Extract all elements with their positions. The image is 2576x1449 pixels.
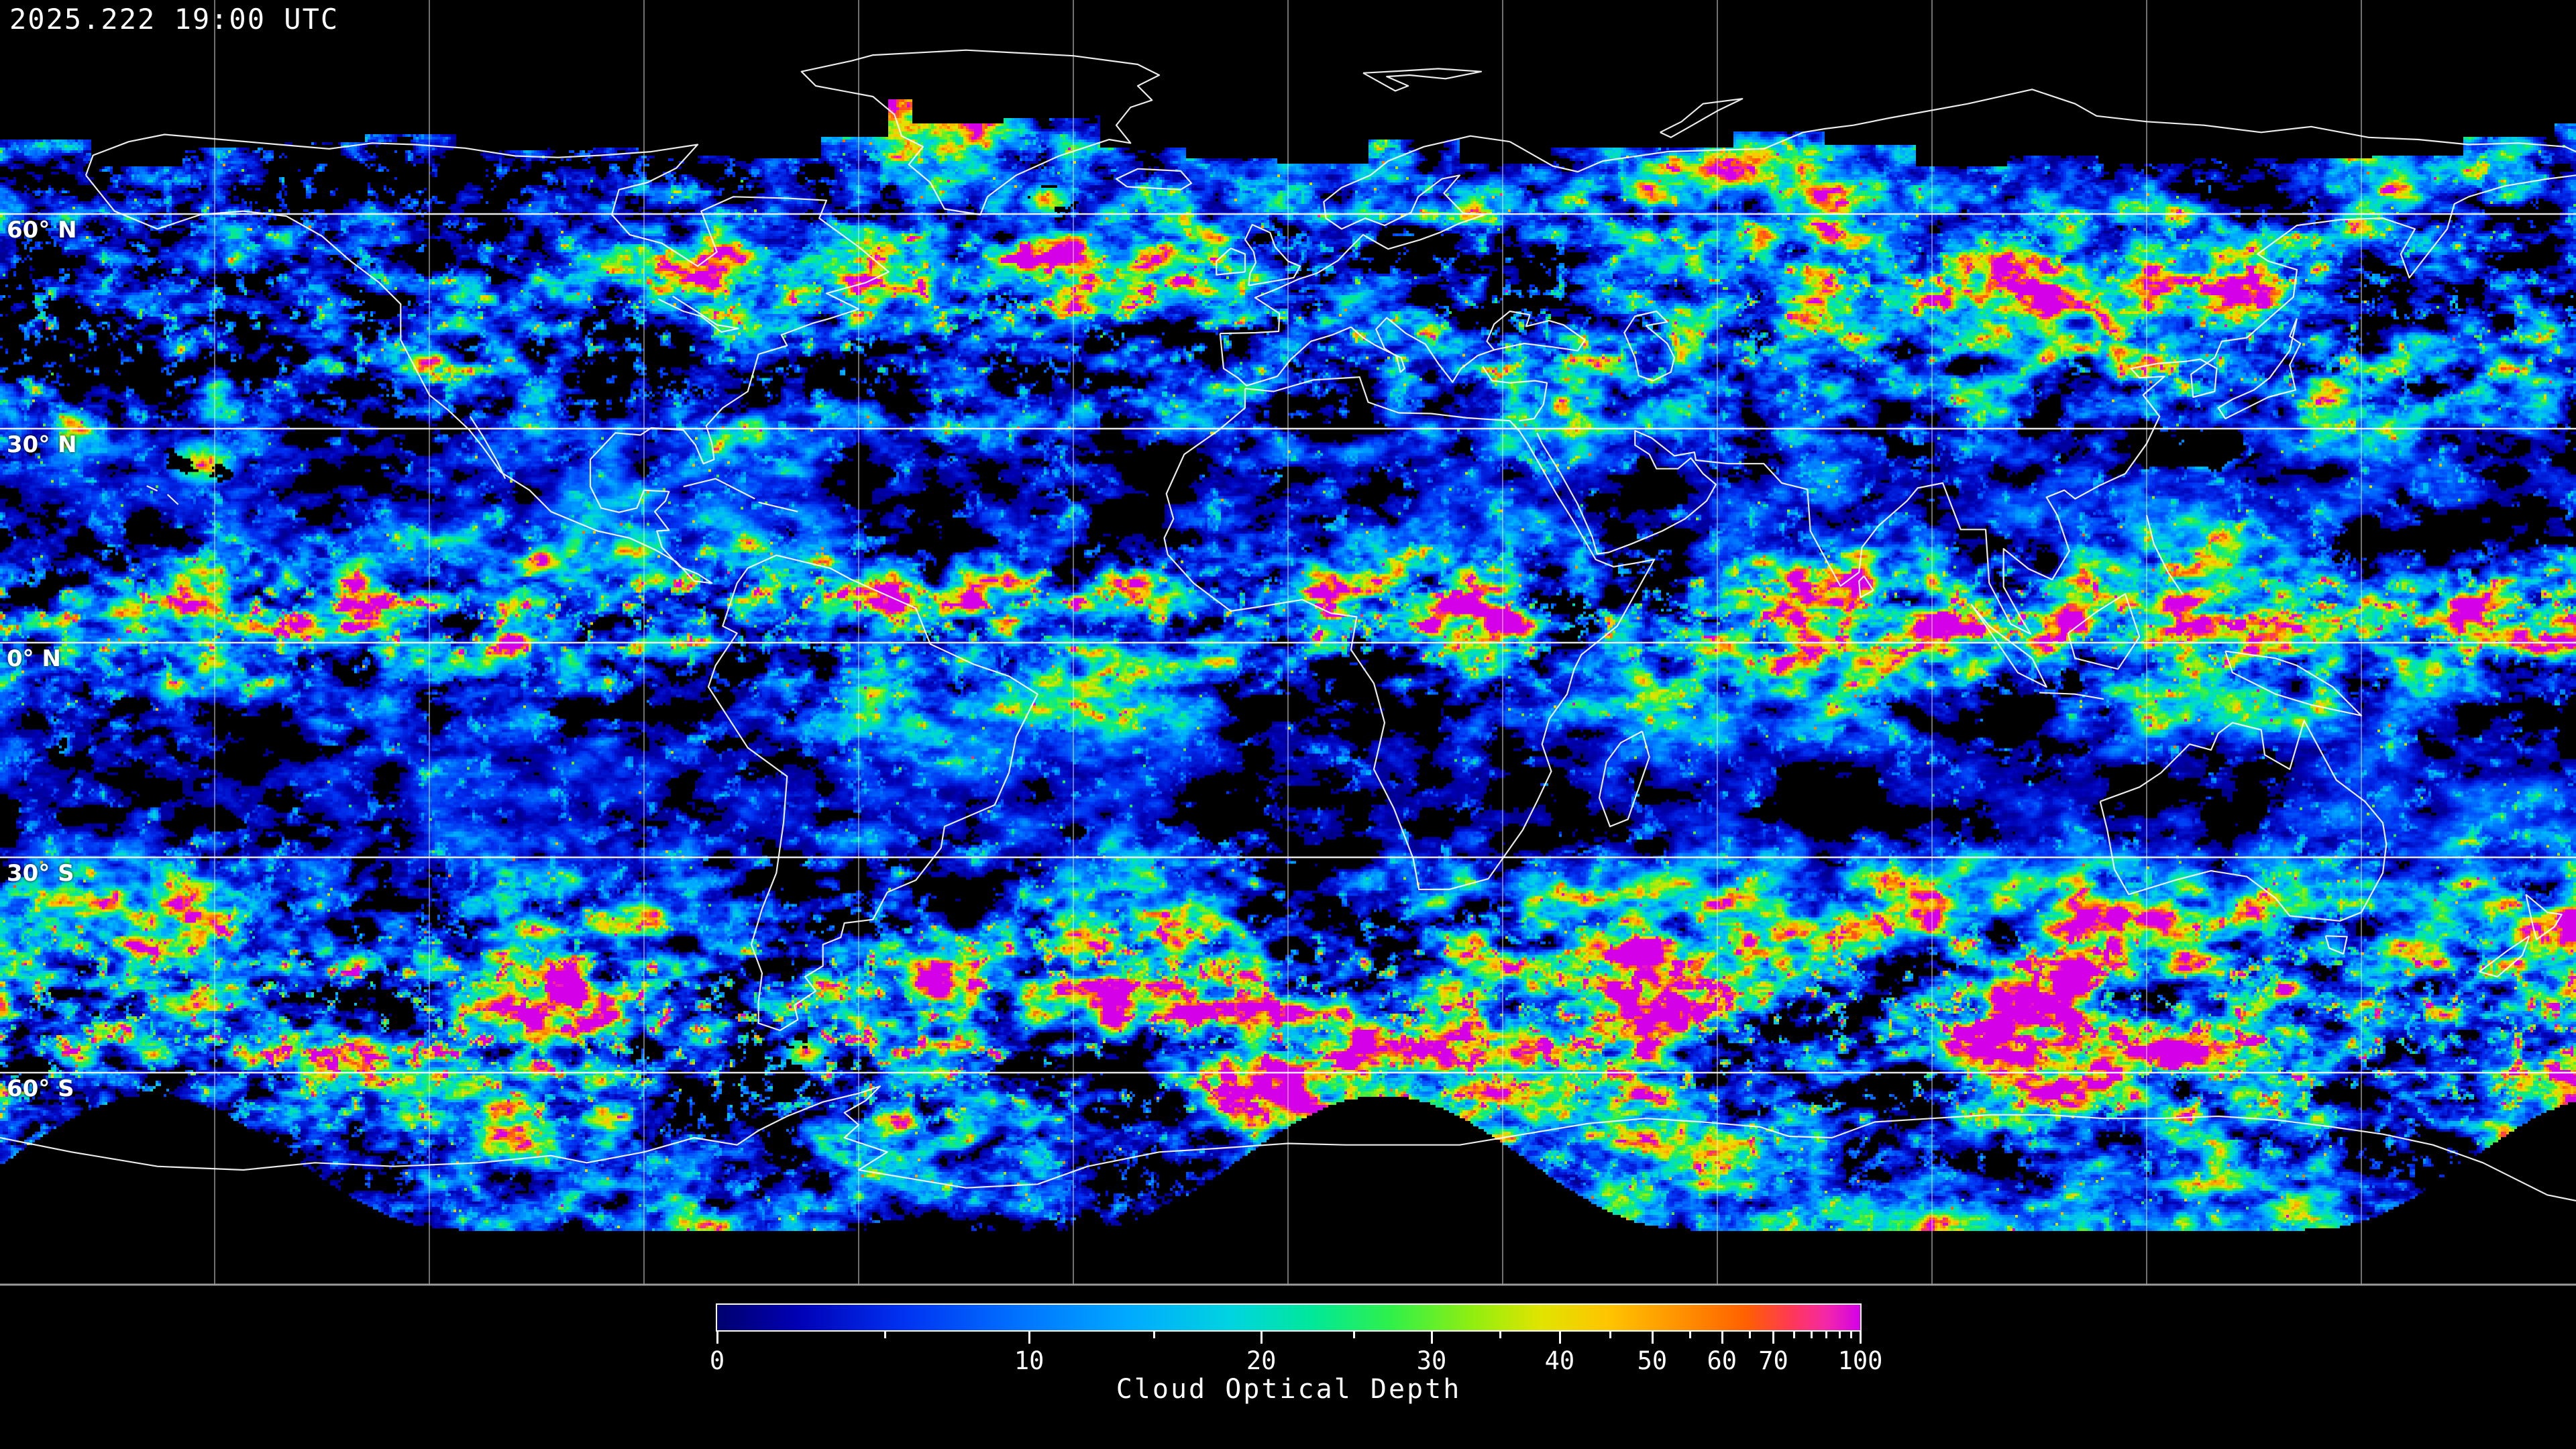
graticule-gridlines: [0, 0, 2576, 1286]
coastline-path: [1598, 731, 1650, 828]
colorbar-tick-label: 20: [1246, 1346, 1277, 1375]
coastline-path: [1623, 310, 1676, 382]
colorbar-tick-label: 0: [709, 1346, 725, 1375]
colorbar-minor-tick: [1748, 1330, 1751, 1338]
colorbar-minor-tick: [1810, 1330, 1813, 1338]
coastline-path: [146, 485, 158, 492]
coastline-path: [1350, 317, 1495, 383]
colorbar-major-tick: [1721, 1330, 1723, 1344]
latitude-label: 0° N: [7, 645, 61, 672]
colorbar-minor-tick: [1499, 1330, 1502, 1338]
coastline-path: [758, 501, 798, 513]
coastline-path: [1163, 376, 1656, 891]
colorbar-minor-tick: [1353, 1330, 1356, 1338]
coastline-path: [1536, 174, 2576, 635]
coastline-path: [1482, 366, 1548, 422]
coastline-path: [683, 478, 755, 500]
coastline-path: [1858, 575, 1874, 598]
timestamp-label: 2025.222 19:00 UTC: [9, 3, 339, 36]
coastline-path: [166, 494, 179, 505]
colorbar-major-tick: [1028, 1330, 1031, 1344]
colorbar-minor-tick: [1825, 1330, 1827, 1338]
coastline-path: [1660, 98, 1743, 138]
colorbar-minor-tick: [1793, 1330, 1796, 1338]
coastlines: [0, 49, 2576, 1201]
colorbar-major-tick: [716, 1330, 718, 1344]
coastline-path: [1509, 89, 2576, 173]
coastline-path: [2067, 593, 2141, 670]
colorbar: [716, 1303, 1862, 1332]
coastline-path: [469, 416, 506, 480]
colorbar-minor-tick: [1689, 1330, 1692, 1338]
coastline-path: [0, 1085, 2576, 1201]
coastline-path: [1115, 168, 1193, 191]
colorbar-tick-label: 50: [1637, 1346, 1668, 1375]
colorbar-tick-label: 70: [1758, 1346, 1788, 1375]
colorbar-tick-label: 100: [1837, 1346, 1883, 1375]
colorbar-major-tick: [1860, 1330, 1862, 1344]
coastline-path: [1220, 135, 1510, 335]
colorbar-major-tick: [1651, 1330, 1654, 1344]
coastline-path: [2525, 894, 2563, 941]
coastline-path: [1362, 68, 1483, 92]
coastline-path: [2478, 935, 2530, 978]
coastline-path: [1219, 326, 1352, 387]
coastline-path: [1244, 223, 1301, 286]
coastline-path: [657, 295, 739, 333]
coastline-path: [1970, 604, 2047, 688]
colorbar-minor-tick: [1152, 1330, 1155, 1338]
latitude-label: 30° N: [7, 431, 77, 458]
colorbar-minor-tick: [1609, 1330, 1611, 1338]
colorbar-tick-label: 40: [1544, 1346, 1575, 1375]
colorbar-minor-tick: [1839, 1330, 1841, 1338]
colorbar-gradient: [717, 1305, 1860, 1330]
colorbar-tick-label: 60: [1707, 1346, 1737, 1375]
latitude-label: 60° N: [7, 217, 77, 244]
coastline-path: [2039, 692, 2104, 700]
coastline-path: [2224, 650, 2363, 716]
colorbar-major-tick: [1260, 1330, 1263, 1344]
coastline-path: [707, 554, 1038, 1032]
colorbar-major-tick: [1431, 1330, 1433, 1344]
latitude-label: 30° S: [7, 860, 74, 887]
coastline-path: [2145, 515, 2184, 594]
coastline-path: [800, 49, 1161, 216]
coastline-path: [2324, 935, 2348, 955]
coastline-path: [1486, 310, 1586, 352]
colorbar-tick-label: 10: [1014, 1346, 1044, 1375]
coastline-path: [2217, 318, 2302, 420]
colorbar-major-tick: [1558, 1330, 1561, 1344]
coastline-path: [2099, 719, 2387, 922]
colorbar-minor-tick: [884, 1330, 887, 1338]
colorbar-minor-tick: [1850, 1330, 1853, 1338]
coastline-path: [85, 133, 890, 584]
colorbar-tick-label: 30: [1416, 1346, 1447, 1375]
coastline-path: [1216, 248, 1246, 276]
colorbar-title: Cloud Optical Depth: [1116, 1374, 1462, 1405]
colorbar-major-tick: [1772, 1330, 1775, 1344]
latitude-label: 60° S: [7, 1075, 74, 1102]
